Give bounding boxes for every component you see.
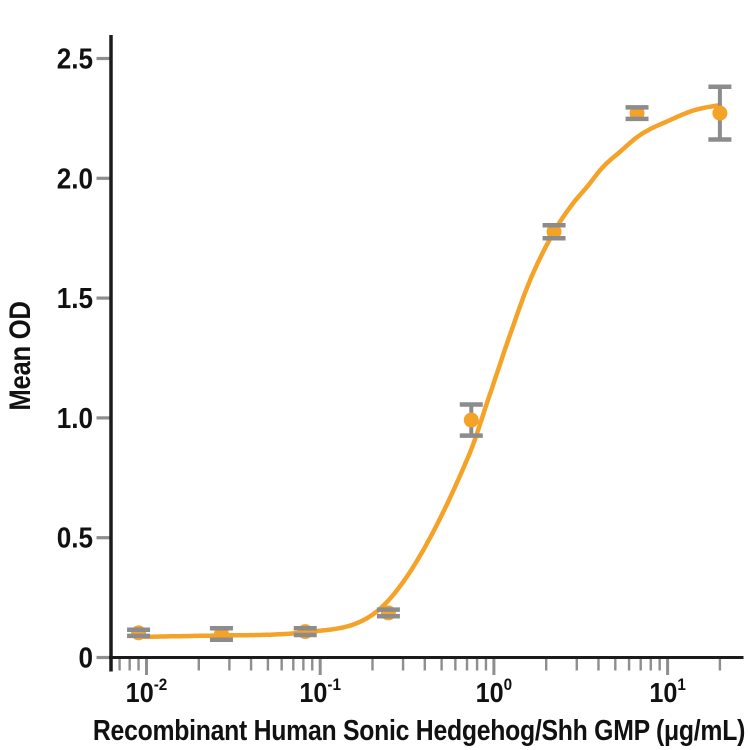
- x-tick-label: 10-1: [299, 675, 341, 708]
- y-tick-label: 2.0: [57, 162, 93, 195]
- data-point-marker: [712, 105, 728, 121]
- y-tick-label: 0: [78, 641, 93, 674]
- x-tick-label: 101: [649, 675, 686, 708]
- y-tick-label: 1.5: [57, 282, 93, 315]
- y-tick-label: 0.5: [57, 521, 93, 554]
- x-tick-label: 100: [476, 675, 513, 708]
- data-point-marker: [463, 412, 479, 428]
- y-axis-title: Mean OD: [3, 301, 36, 410]
- fit-curve: [137, 102, 723, 640]
- x-tick-label: 10-2: [126, 675, 168, 708]
- x-axis-title: Recombinant Human Sonic Hedgehog/Shh GMP…: [93, 714, 745, 746]
- data-point-marker: [546, 224, 562, 240]
- plot-area: 0 0.5 1.0 1.5 2.0 2.5 10-2 10-1 100 101: [57, 35, 744, 708]
- y-tick-label: 2.5: [57, 42, 93, 75]
- y-tick-label: 1.0: [57, 402, 93, 435]
